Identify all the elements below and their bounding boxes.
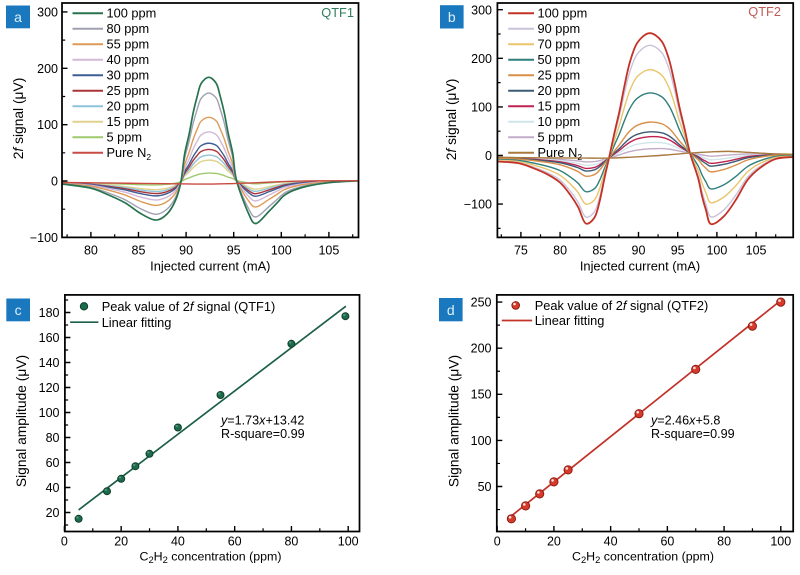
svg-text:y=1.73x+13.42: y=1.73x+13.42 (220, 413, 304, 427)
svg-text:Injected current (mA): Injected current (mA) (150, 259, 270, 274)
svg-text:90: 90 (179, 244, 193, 258)
svg-text:85: 85 (592, 244, 606, 258)
svg-text:y=2.46x+5.8: y=2.46x+5.8 (650, 413, 720, 427)
svg-text:d: d (447, 302, 455, 318)
svg-text:10 ppm: 10 ppm (538, 114, 581, 129)
svg-text:Peak value of 2f signal (QTF2): Peak value of 2f signal (QTF2) (535, 298, 709, 313)
svg-text:80 ppm: 80 ppm (107, 21, 150, 36)
svg-text:2f signal (μV): 2f signal (μV) (444, 79, 459, 161)
svg-text:60: 60 (46, 456, 60, 470)
svg-text:15 ppm: 15 ppm (107, 114, 150, 129)
svg-text:105: 105 (318, 244, 339, 258)
svg-text:100 ppm: 100 ppm (538, 6, 588, 21)
svg-text:50: 50 (478, 480, 492, 494)
svg-text:2f signal (μV): 2f signal (μV) (11, 78, 26, 160)
svg-text:200: 200 (471, 342, 492, 356)
svg-text:20 ppm: 20 ppm (538, 83, 581, 98)
svg-text:Pure N2: Pure N2 (107, 145, 152, 162)
svg-text:Linear fitting: Linear fitting (535, 313, 605, 328)
svg-text:5 ppm: 5 ppm (107, 130, 143, 145)
svg-text:60: 60 (228, 535, 242, 549)
svg-text:140: 140 (39, 356, 60, 370)
svg-text:0: 0 (61, 535, 68, 549)
svg-text:15 ppm: 15 ppm (538, 99, 581, 114)
svg-text:180: 180 (39, 306, 60, 320)
svg-text:R-square=0.99: R-square=0.99 (221, 427, 305, 441)
svg-text:50 ppm: 50 ppm (538, 52, 581, 67)
svg-text:90 ppm: 90 ppm (538, 21, 581, 36)
svg-text:105: 105 (746, 244, 767, 258)
svg-text:Injected current (mA): Injected current (mA) (580, 259, 700, 274)
svg-text:0: 0 (51, 175, 58, 189)
svg-text:5 ppm: 5 ppm (538, 130, 574, 145)
svg-text:95: 95 (227, 244, 241, 258)
svg-text:80: 80 (553, 244, 567, 258)
svg-text:0: 0 (485, 149, 492, 163)
svg-text:80: 80 (46, 431, 60, 445)
svg-text:b: b (448, 9, 456, 25)
svg-text:QTF1: QTF1 (321, 5, 354, 20)
svg-text:40 ppm: 40 ppm (107, 52, 150, 67)
svg-text:100: 100 (471, 434, 492, 448)
svg-text:120: 120 (39, 381, 60, 395)
svg-text:75: 75 (514, 244, 528, 258)
svg-text:a: a (14, 9, 22, 25)
svg-text:80: 80 (84, 244, 98, 258)
svg-text:300: 300 (37, 6, 58, 20)
svg-text:40: 40 (171, 535, 185, 549)
svg-text:100: 100 (770, 535, 791, 549)
svg-text:25 ppm: 25 ppm (538, 68, 581, 83)
svg-text:40: 40 (604, 535, 618, 549)
svg-text:0: 0 (494, 535, 501, 549)
svg-text:Linear fitting: Linear fitting (102, 315, 172, 330)
svg-text:−100: −100 (464, 198, 492, 212)
svg-text:100: 100 (39, 406, 60, 420)
svg-text:Signal amplitude (μV): Signal amplitude (μV) (447, 355, 462, 487)
svg-text:C2H2 concentration (ppm): C2H2 concentration (ppm) (140, 549, 282, 565)
svg-text:100: 100 (338, 535, 359, 549)
svg-text:60: 60 (660, 535, 674, 549)
svg-text:160: 160 (39, 331, 60, 345)
svg-text:100: 100 (706, 244, 727, 258)
svg-text:85: 85 (132, 244, 146, 258)
svg-text:200: 200 (471, 52, 492, 66)
svg-text:R-square=0.99: R-square=0.99 (651, 427, 735, 441)
svg-text:20: 20 (46, 506, 60, 520)
svg-text:100: 100 (271, 244, 292, 258)
svg-text:Pure N2: Pure N2 (538, 145, 583, 162)
svg-text:250: 250 (471, 296, 492, 310)
svg-text:90: 90 (632, 244, 646, 258)
svg-text:40: 40 (46, 481, 60, 495)
svg-text:100: 100 (471, 101, 492, 115)
svg-text:80: 80 (284, 535, 298, 549)
svg-text:C2H2 concentration (ppm): C2H2 concentration (ppm) (572, 549, 714, 565)
svg-text:150: 150 (471, 388, 492, 402)
svg-text:QTF2: QTF2 (748, 4, 781, 19)
svg-text:100: 100 (37, 118, 58, 132)
svg-text:30 ppm: 30 ppm (107, 68, 150, 83)
svg-text:20: 20 (114, 535, 128, 549)
svg-text:300: 300 (471, 3, 492, 17)
svg-text:25 ppm: 25 ppm (107, 83, 150, 98)
svg-text:c: c (15, 302, 22, 318)
svg-text:55 ppm: 55 ppm (107, 37, 150, 52)
svg-text:95: 95 (671, 244, 685, 258)
svg-text:20 ppm: 20 ppm (107, 99, 150, 114)
svg-text:200: 200 (37, 62, 58, 76)
svg-text:20: 20 (547, 535, 561, 549)
svg-text:100 ppm: 100 ppm (107, 6, 157, 21)
svg-text:Signal amplitude (μV): Signal amplitude (μV) (14, 355, 29, 487)
svg-text:70 ppm: 70 ppm (538, 37, 581, 52)
svg-text:80: 80 (717, 535, 731, 549)
svg-text:Peak value of 2f signal (QTF1): Peak value of 2f signal (QTF1) (102, 299, 276, 314)
svg-text:−100: −100 (30, 231, 58, 245)
